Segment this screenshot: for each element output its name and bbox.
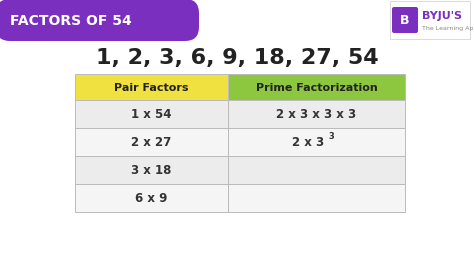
Text: 3 x 18: 3 x 18 [131,164,172,177]
Text: 2 x 3 x 3 x 3: 2 x 3 x 3 x 3 [276,108,356,121]
FancyBboxPatch shape [228,101,405,129]
Text: 2 x 27: 2 x 27 [131,136,172,149]
Text: Prime Factorization: Prime Factorization [255,83,377,93]
FancyBboxPatch shape [390,2,470,40]
Text: 3: 3 [328,132,334,141]
FancyBboxPatch shape [75,156,228,184]
Text: The Learning App: The Learning App [422,26,474,31]
Text: 6 x 9: 6 x 9 [135,192,168,205]
FancyBboxPatch shape [75,184,228,212]
Text: 1 x 54: 1 x 54 [131,108,172,121]
FancyBboxPatch shape [0,0,199,42]
Text: 2 x 3: 2 x 3 [292,136,325,149]
Text: BYJU'S: BYJU'S [422,11,462,21]
FancyBboxPatch shape [392,8,418,34]
FancyBboxPatch shape [0,4,98,38]
FancyBboxPatch shape [228,184,405,212]
FancyBboxPatch shape [75,129,228,156]
Text: B: B [400,14,410,27]
Text: FACTORS OF 54: FACTORS OF 54 [10,14,132,28]
FancyBboxPatch shape [228,129,405,156]
Text: 1, 2, 3, 6, 9, 18, 27, 54: 1, 2, 3, 6, 9, 18, 27, 54 [96,48,378,68]
FancyBboxPatch shape [75,75,228,101]
FancyBboxPatch shape [228,156,405,184]
Text: Pair Factors: Pair Factors [114,83,189,93]
FancyBboxPatch shape [228,75,405,101]
FancyBboxPatch shape [75,101,228,129]
